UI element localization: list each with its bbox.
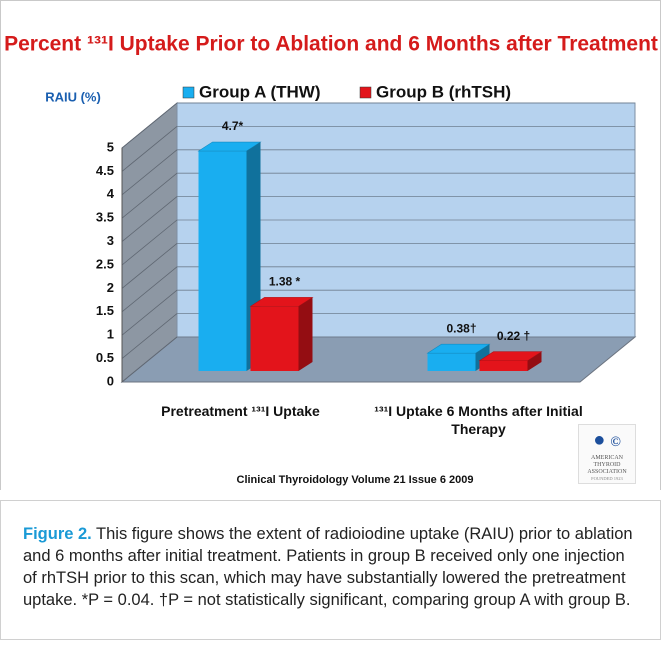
- y-tick-label: 1.5: [96, 303, 114, 318]
- grid-line-side: [121, 126, 178, 172]
- y-axis-label: RAIU (%): [45, 89, 101, 104]
- bar-side: [475, 344, 490, 371]
- caption: Figure 2. This figure shows the extent o…: [0, 500, 661, 640]
- y-tick-label: 4: [107, 186, 115, 201]
- bar-front: [479, 360, 528, 371]
- y-tick-label: 2: [107, 280, 114, 295]
- caption-label: Figure 2.: [23, 525, 92, 543]
- value-label: 4.7*: [222, 119, 244, 133]
- bar: [249, 297, 314, 371]
- chart-title: Percent ¹³¹I Uptake Prior to Ablation an…: [4, 33, 658, 56]
- grid-line-side: [121, 149, 178, 196]
- x-tick-label: ¹³¹I Uptake 6 Months after Initial Thera…: [374, 403, 583, 437]
- logo-founded: FOUNDED 1923: [591, 476, 623, 481]
- value-label: 0.22 †: [497, 329, 530, 343]
- bar-front: [427, 353, 476, 371]
- logo-copyright: ©: [610, 435, 621, 450]
- caption-text: This figure shows the extent of radioiod…: [23, 525, 633, 609]
- x-tick-label: Pretreatment ¹³¹I Uptake: [161, 403, 320, 419]
- y-tick-label: 5: [107, 139, 114, 154]
- grid-line-side: [121, 243, 178, 289]
- value-label: 1.38 *: [269, 275, 301, 289]
- chart-frame: [0, 0, 661, 490]
- legend-label: Group A (THW): [199, 82, 320, 101]
- source: Clinical Thyroidology Volume 21 Issue 6 …: [237, 474, 474, 486]
- chart: Percent ¹³¹I Uptake Prior to Ablation an…: [4, 33, 658, 486]
- grid-line-side: [121, 196, 178, 242]
- bar-side: [527, 351, 542, 371]
- y-tick-label: 2.5: [96, 256, 114, 271]
- y-tick-label: 0: [107, 373, 114, 388]
- legend-swatch: [182, 86, 195, 99]
- y-tick-label: 3.5: [96, 210, 114, 225]
- logo: ● © AMERICAN THYROID ASSOCIATION FOUNDED…: [578, 424, 636, 484]
- bar: [478, 351, 543, 371]
- bar-front: [198, 151, 247, 371]
- y-tick-label: 4.5: [96, 163, 114, 178]
- bar-side: [298, 297, 313, 371]
- grid-line-side: [121, 102, 178, 149]
- legend-swatch: [359, 86, 372, 99]
- y-tick-label: 3: [107, 233, 114, 248]
- logo-name: AMERICAN THYROID ASSOCIATION: [587, 455, 627, 475]
- bar: [426, 343, 491, 371]
- bar-front: [250, 306, 299, 371]
- grid-line-side: [121, 219, 178, 266]
- value-label: 0.38†: [446, 321, 476, 335]
- grid-line-side: [121, 313, 178, 359]
- logo-mark: ● ©: [593, 429, 621, 451]
- y-tick-label: 1: [107, 327, 114, 342]
- legend-label: Group B (rhTSH): [376, 82, 511, 101]
- grid-line-side: [121, 336, 178, 383]
- y-tick-label: 0.5: [96, 350, 114, 365]
- grid-line-side: [121, 172, 178, 219]
- grid-line-side: [121, 266, 178, 313]
- grid-line-side: [121, 289, 178, 336]
